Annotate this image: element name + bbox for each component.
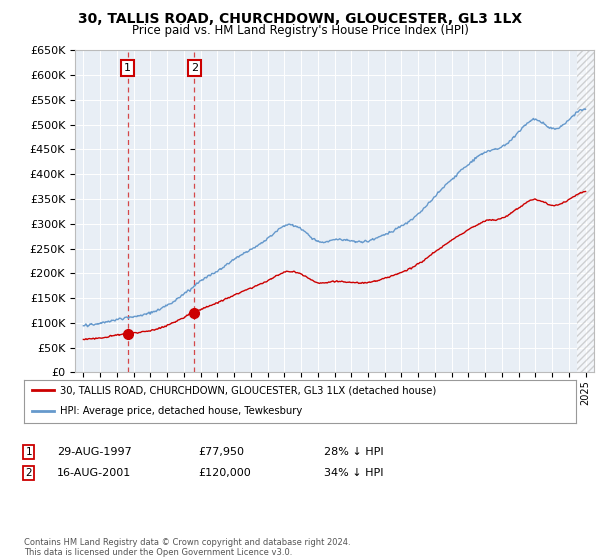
Text: 2: 2 [25, 468, 32, 478]
Text: 28% ↓ HPI: 28% ↓ HPI [324, 447, 383, 457]
Text: £120,000: £120,000 [198, 468, 251, 478]
Text: 16-AUG-2001: 16-AUG-2001 [57, 468, 131, 478]
Text: 1: 1 [25, 447, 32, 457]
Text: 34% ↓ HPI: 34% ↓ HPI [324, 468, 383, 478]
Bar [577, 50, 594, 372]
Text: Price paid vs. HM Land Registry's House Price Index (HPI): Price paid vs. HM Land Registry's House … [131, 24, 469, 37]
Text: 29-AUG-1997: 29-AUG-1997 [57, 447, 132, 457]
Text: Contains HM Land Registry data © Crown copyright and database right 2024.
This d: Contains HM Land Registry data © Crown c… [24, 538, 350, 557]
Text: HPI: Average price, detached house, Tewkesbury: HPI: Average price, detached house, Tewk… [60, 406, 302, 416]
Text: 30, TALLIS ROAD, CHURCHDOWN, GLOUCESTER, GL3 1LX (detached house): 30, TALLIS ROAD, CHURCHDOWN, GLOUCESTER,… [60, 385, 436, 395]
Text: 2: 2 [191, 63, 198, 73]
Text: £77,950: £77,950 [198, 447, 244, 457]
Text: 1: 1 [124, 63, 131, 73]
Text: 30, TALLIS ROAD, CHURCHDOWN, GLOUCESTER, GL3 1LX: 30, TALLIS ROAD, CHURCHDOWN, GLOUCESTER,… [78, 12, 522, 26]
